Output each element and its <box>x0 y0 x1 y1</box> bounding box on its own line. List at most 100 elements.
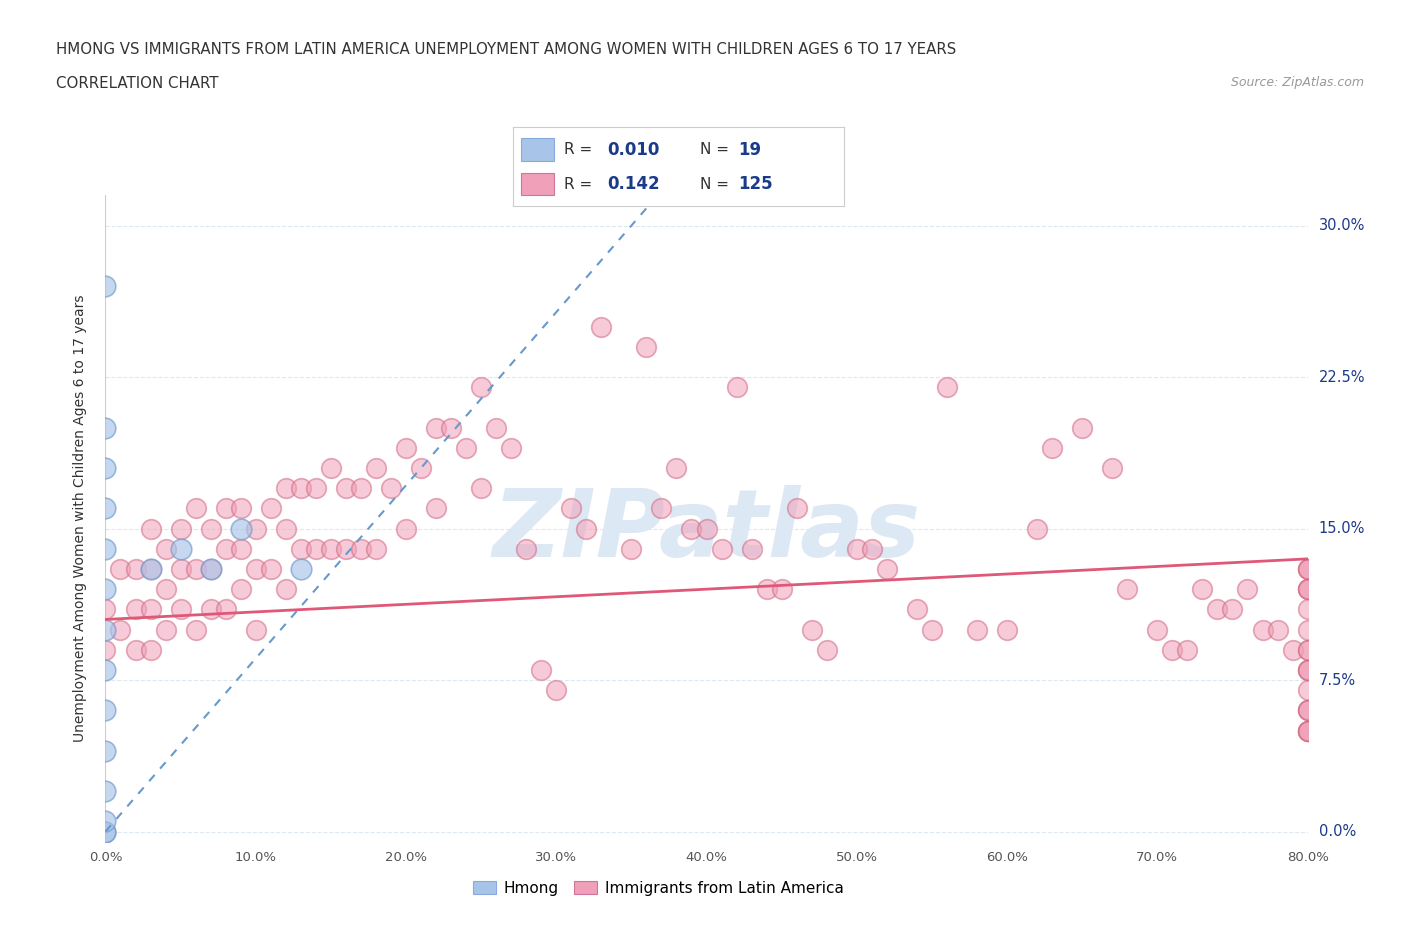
Point <box>380 481 402 496</box>
Point <box>1296 683 1319 698</box>
Point <box>94 824 117 839</box>
Point <box>94 824 117 839</box>
Point <box>155 622 177 637</box>
Point <box>741 541 763 556</box>
Point <box>319 541 342 556</box>
Point <box>94 501 117 516</box>
Point <box>110 562 132 577</box>
Point <box>124 643 146 658</box>
Point <box>94 784 117 799</box>
Point <box>591 319 613 334</box>
Point <box>124 562 146 577</box>
Point <box>229 521 252 536</box>
Point <box>94 279 117 294</box>
Point <box>1267 622 1289 637</box>
Point <box>966 622 988 637</box>
Text: 0.142: 0.142 <box>607 176 659 193</box>
Point <box>425 501 447 516</box>
Point <box>364 460 387 475</box>
Point <box>350 481 373 496</box>
Point <box>425 420 447 435</box>
Point <box>1296 724 1319 738</box>
Point <box>905 602 928 617</box>
Point <box>800 622 823 637</box>
Point <box>364 541 387 556</box>
Text: 7.5%: 7.5% <box>1319 672 1355 687</box>
Point <box>305 481 328 496</box>
Point <box>200 602 222 617</box>
Point <box>1296 724 1319 738</box>
Point <box>184 562 207 577</box>
Text: 15.0%: 15.0% <box>1319 521 1365 536</box>
Point <box>1296 662 1319 677</box>
Point <box>200 521 222 536</box>
Point <box>1296 643 1319 658</box>
Point <box>1175 643 1198 658</box>
Point <box>876 562 898 577</box>
Point <box>94 662 117 677</box>
Point <box>1296 703 1319 718</box>
Point <box>245 562 267 577</box>
Point <box>110 622 132 637</box>
Point <box>1296 703 1319 718</box>
Point <box>260 562 283 577</box>
Point <box>395 440 418 455</box>
Point <box>636 339 658 354</box>
Point <box>94 460 117 475</box>
Point <box>94 643 117 658</box>
Point <box>245 622 267 637</box>
Point <box>1296 602 1319 617</box>
Point <box>1296 703 1319 718</box>
Y-axis label: Unemployment Among Women with Children Ages 6 to 17 years: Unemployment Among Women with Children A… <box>73 295 87 742</box>
Point <box>1296 562 1319 577</box>
Point <box>1296 582 1319 597</box>
Point <box>921 622 943 637</box>
Point <box>290 562 312 577</box>
Bar <box>522 173 554 195</box>
Point <box>1296 562 1319 577</box>
Point <box>245 521 267 536</box>
Point <box>214 501 236 516</box>
Text: 0.0%: 0.0% <box>1319 824 1355 839</box>
Point <box>1206 602 1229 617</box>
Point <box>200 562 222 577</box>
Point <box>1296 582 1319 597</box>
Point <box>395 521 418 536</box>
Point <box>139 602 162 617</box>
Point <box>290 481 312 496</box>
Point <box>274 481 297 496</box>
Point <box>620 541 643 556</box>
Point <box>936 379 959 394</box>
Point <box>696 521 718 536</box>
Legend: Hmong, Immigrants from Latin America: Hmong, Immigrants from Latin America <box>467 874 849 902</box>
Point <box>440 420 463 435</box>
Point <box>1296 622 1319 637</box>
Point <box>1296 724 1319 738</box>
Point <box>546 683 568 698</box>
Point <box>1146 622 1168 637</box>
Text: HMONG VS IMMIGRANTS FROM LATIN AMERICA UNEMPLOYMENT AMONG WOMEN WITH CHILDREN AG: HMONG VS IMMIGRANTS FROM LATIN AMERICA U… <box>56 42 956 57</box>
Point <box>274 521 297 536</box>
Point <box>1040 440 1063 455</box>
Point <box>169 541 191 556</box>
Point <box>139 643 162 658</box>
Text: 19: 19 <box>738 140 761 158</box>
Point <box>229 541 252 556</box>
Point <box>1251 622 1274 637</box>
Point <box>1296 643 1319 658</box>
Text: CORRELATION CHART: CORRELATION CHART <box>56 76 219 91</box>
Point <box>860 541 883 556</box>
Point <box>786 501 808 516</box>
Point <box>1191 582 1213 597</box>
Point <box>665 460 688 475</box>
Point <box>755 582 778 597</box>
Point <box>94 622 117 637</box>
Point <box>290 541 312 556</box>
Point <box>1296 562 1319 577</box>
Text: 125: 125 <box>738 176 772 193</box>
Text: ZIPatlas: ZIPatlas <box>492 485 921 578</box>
Point <box>470 481 492 496</box>
Point <box>350 541 373 556</box>
Text: R =: R = <box>564 142 598 157</box>
Point <box>94 703 117 718</box>
